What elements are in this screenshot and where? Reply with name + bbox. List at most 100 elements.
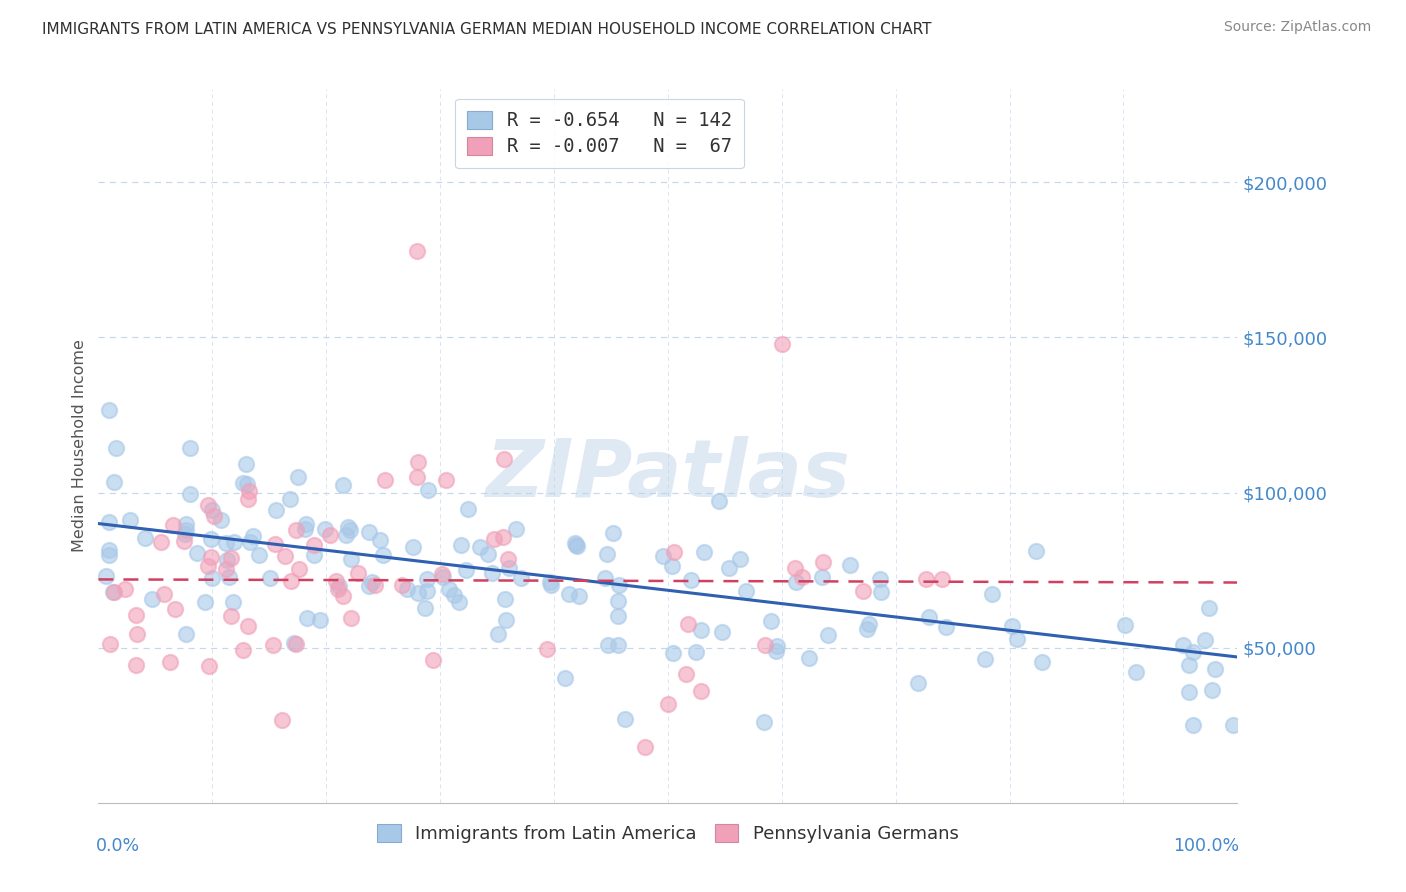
- Point: [278, 491, 301, 506]
- Point: [364, 578, 387, 592]
- Point: [770, 336, 793, 351]
- Point: [652, 549, 675, 563]
- Point: [661, 559, 683, 574]
- Point: [236, 491, 259, 506]
- Point: [858, 617, 880, 632]
- Point: [198, 659, 221, 673]
- Point: [103, 475, 125, 489]
- Point: [1025, 543, 1047, 558]
- Point: [295, 517, 318, 532]
- Point: [197, 499, 219, 513]
- Point: [707, 494, 730, 508]
- Point: [1198, 600, 1220, 615]
- Point: [1125, 665, 1147, 680]
- Point: [675, 666, 697, 681]
- Point: [173, 534, 195, 549]
- Point: [284, 523, 307, 537]
- Point: [470, 540, 492, 554]
- Point: [481, 566, 503, 581]
- Point: [219, 550, 242, 565]
- Point: [785, 574, 807, 589]
- Point: [262, 638, 284, 652]
- Point: [766, 639, 789, 653]
- Point: [540, 578, 562, 592]
- Point: [235, 457, 257, 471]
- Point: [219, 609, 242, 624]
- Point: [125, 607, 148, 622]
- Point: [103, 585, 125, 599]
- Point: [264, 503, 287, 517]
- Point: [153, 587, 176, 601]
- Point: [415, 572, 437, 586]
- Point: [509, 571, 531, 585]
- Point: [498, 561, 520, 575]
- Point: [280, 574, 302, 589]
- Point: [294, 522, 316, 536]
- Point: [238, 483, 260, 498]
- Point: [492, 530, 515, 544]
- Point: [391, 578, 413, 592]
- Point: [1204, 662, 1226, 676]
- Point: [218, 570, 240, 584]
- Point: [1178, 657, 1201, 672]
- Point: [1007, 632, 1029, 646]
- Point: [326, 582, 349, 596]
- Point: [97, 543, 120, 558]
- Point: [981, 587, 1004, 601]
- Point: [690, 683, 713, 698]
- Point: [97, 403, 120, 417]
- Point: [685, 645, 707, 659]
- Text: 0.0%: 0.0%: [96, 837, 141, 855]
- Point: [1222, 718, 1244, 732]
- Point: [336, 520, 359, 534]
- Point: [105, 441, 128, 455]
- Point: [1182, 644, 1205, 658]
- Point: [264, 537, 287, 551]
- Point: [374, 473, 396, 487]
- Point: [564, 535, 586, 549]
- Point: [239, 535, 262, 549]
- Point: [98, 549, 121, 563]
- Point: [1001, 619, 1024, 633]
- Text: ZIPatlas: ZIPatlas: [485, 435, 851, 514]
- Point: [236, 477, 259, 491]
- Point: [852, 583, 875, 598]
- Point: [1178, 685, 1201, 699]
- Point: [209, 513, 232, 527]
- Point: [614, 712, 637, 726]
- Point: [1031, 655, 1053, 669]
- Point: [287, 470, 309, 484]
- Point: [430, 567, 453, 582]
- Point: [783, 561, 806, 575]
- Point: [811, 555, 834, 569]
- Point: [396, 582, 419, 596]
- Point: [328, 579, 350, 593]
- Point: [186, 546, 208, 560]
- Point: [222, 534, 245, 549]
- Point: [598, 638, 620, 652]
- Legend: Immigrants from Latin America, Pennsylvania Germans: Immigrants from Latin America, Pennsylva…: [368, 815, 967, 852]
- Point: [817, 628, 839, 642]
- Point: [247, 548, 270, 562]
- Point: [606, 594, 628, 608]
- Point: [437, 582, 460, 596]
- Point: [869, 573, 891, 587]
- Point: [449, 595, 471, 609]
- Point: [730, 552, 752, 566]
- Point: [538, 574, 561, 589]
- Text: 100.0%: 100.0%: [1174, 837, 1240, 855]
- Point: [238, 619, 260, 633]
- Point: [232, 643, 254, 657]
- Point: [162, 517, 184, 532]
- Point: [693, 545, 716, 559]
- Point: [914, 572, 936, 586]
- Point: [434, 473, 457, 487]
- Point: [242, 529, 264, 543]
- Point: [765, 644, 787, 658]
- Point: [1201, 683, 1223, 698]
- Point: [406, 586, 429, 600]
- Point: [141, 592, 163, 607]
- Point: [568, 589, 591, 603]
- Point: [134, 531, 156, 545]
- Point: [335, 528, 357, 542]
